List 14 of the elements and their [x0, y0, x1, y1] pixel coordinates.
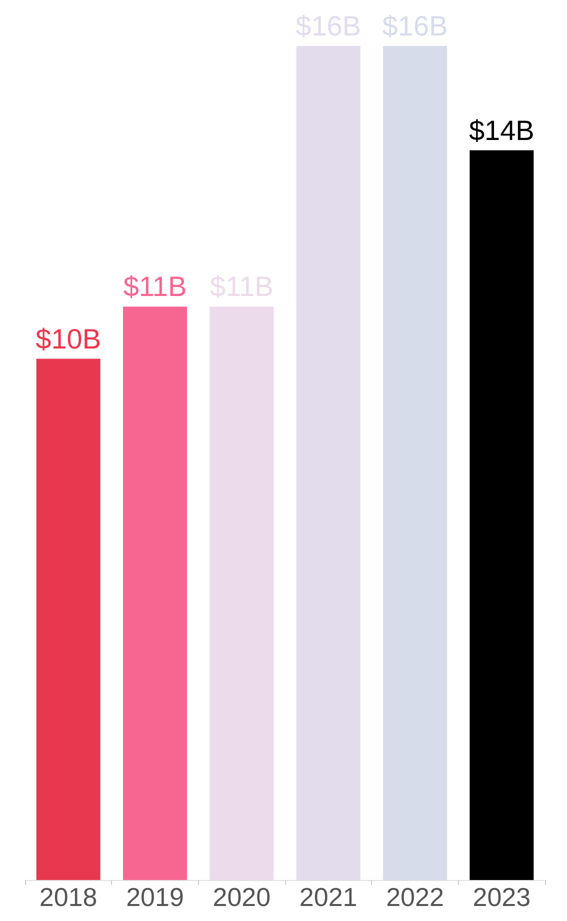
bar: [210, 306, 274, 880]
bar: [470, 150, 534, 880]
x-tick-label: 2023: [472, 882, 531, 912]
x-tick-label: 2022: [386, 882, 444, 912]
bar: [36, 358, 100, 880]
data-label: $10B: [36, 323, 102, 354]
x-tick-label: 2021: [299, 882, 358, 912]
x-tick-label: 2018: [39, 882, 98, 912]
data-label: $11B: [123, 271, 187, 302]
data-label: $14B: [468, 114, 534, 146]
x-tick-label: 2019: [126, 882, 184, 912]
bar: [296, 46, 360, 880]
bar: [123, 306, 187, 880]
x-tick-label: 2020: [212, 882, 271, 912]
